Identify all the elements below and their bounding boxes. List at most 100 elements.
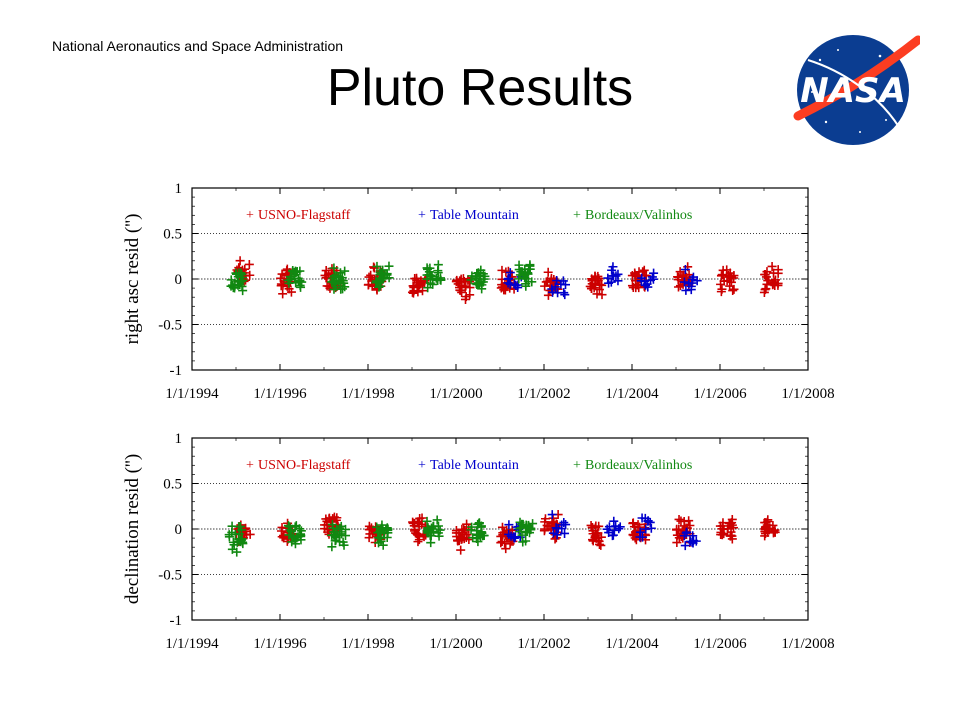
data-point-bordeaux-valinhos bbox=[328, 273, 338, 283]
x-tick-label: 1/1/2000 bbox=[429, 386, 482, 402]
legend-marker: + bbox=[418, 458, 426, 473]
data-point-bordeaux-valinhos bbox=[329, 263, 339, 273]
data-point-bordeaux-valinhos bbox=[329, 278, 339, 288]
data-point-usno-flagstaff bbox=[417, 513, 427, 523]
data-point-usno-flagstaff bbox=[278, 289, 288, 299]
data-point-bordeaux-valinhos bbox=[327, 542, 337, 552]
x-tick-label: 1/1/2004 bbox=[605, 386, 659, 402]
data-point-table-mountain bbox=[635, 532, 645, 542]
data-point-table-mountain bbox=[613, 269, 623, 279]
data-point-bordeaux-valinhos bbox=[527, 277, 537, 287]
data-point-usno-flagstaff bbox=[408, 518, 418, 528]
data-point-usno-flagstaff bbox=[235, 256, 245, 266]
data-point-table-mountain bbox=[608, 530, 618, 540]
x-tick-label: 1/1/2002 bbox=[517, 386, 570, 402]
legend-marker: + bbox=[418, 208, 426, 223]
data-point-table-mountain bbox=[504, 529, 514, 539]
data-point-table-mountain bbox=[679, 531, 689, 541]
y-tick-label: 0 bbox=[175, 522, 183, 538]
data-point-bordeaux-valinhos bbox=[285, 272, 295, 282]
data-point-usno-flagstaff bbox=[365, 529, 375, 539]
x-tick-label: 1/1/2006 bbox=[693, 386, 747, 402]
data-point-usno-flagstaff bbox=[364, 280, 374, 290]
data-point-table-mountain bbox=[637, 513, 647, 523]
data-point-bordeaux-valinhos bbox=[516, 523, 526, 533]
data-point-table-mountain bbox=[504, 520, 514, 530]
data-point-table-mountain bbox=[557, 524, 567, 534]
data-point-table-mountain bbox=[645, 517, 655, 527]
data-point-bordeaux-valinhos bbox=[422, 516, 432, 526]
data-point-usno-flagstaff bbox=[769, 268, 779, 278]
x-tick-label: 1/1/2008 bbox=[781, 636, 834, 652]
legend-entry: Bordeaux/Valinhos bbox=[585, 208, 692, 223]
data-point-bordeaux-valinhos bbox=[327, 530, 337, 540]
data-point-table-mountain bbox=[649, 268, 659, 278]
y-tick-label: 0.5 bbox=[163, 227, 182, 243]
data-point-usno-flagstaff bbox=[723, 524, 733, 534]
data-point-table-mountain bbox=[509, 533, 519, 543]
data-point-usno-flagstaff bbox=[412, 282, 422, 292]
data-point-bordeaux-valinhos bbox=[525, 260, 535, 270]
data-point-bordeaux-valinhos bbox=[340, 282, 350, 292]
data-point-bordeaux-valinhos bbox=[436, 275, 446, 285]
data-point-usno-flagstaff bbox=[539, 526, 549, 536]
data-point-table-mountain bbox=[550, 282, 560, 292]
data-point-usno-flagstaff bbox=[718, 521, 728, 531]
data-point-bordeaux-valinhos bbox=[435, 525, 445, 535]
data-point-usno-flagstaff bbox=[540, 514, 550, 524]
data-point-bordeaux-valinhos bbox=[330, 279, 340, 289]
data-point-usno-flagstaff bbox=[245, 529, 255, 539]
data-point-usno-flagstaff bbox=[763, 516, 773, 526]
data-point-usno-flagstaff bbox=[716, 527, 726, 537]
nasa-logo-text: NASA bbox=[800, 71, 906, 111]
data-point-bordeaux-valinhos bbox=[341, 524, 351, 534]
y-tick-label: -1 bbox=[170, 613, 183, 629]
data-point-usno-flagstaff bbox=[722, 265, 732, 275]
data-point-usno-flagstaff bbox=[462, 519, 472, 529]
data-point-table-mountain bbox=[503, 278, 513, 288]
data-point-bordeaux-valinhos bbox=[227, 521, 237, 531]
x-tick-label: 1/1/2004 bbox=[605, 636, 659, 652]
data-point-bordeaux-valinhos bbox=[294, 524, 304, 534]
data-point-table-mountain bbox=[637, 273, 647, 283]
y-tick-label: -0.5 bbox=[158, 568, 182, 584]
data-point-usno-flagstaff bbox=[540, 281, 550, 291]
data-point-table-mountain bbox=[687, 274, 697, 284]
data-point-usno-flagstaff bbox=[589, 283, 599, 293]
data-point-usno-flagstaff bbox=[412, 517, 422, 527]
data-point-bordeaux-valinhos bbox=[473, 537, 483, 547]
data-point-bordeaux-valinhos bbox=[384, 261, 394, 271]
data-point-bordeaux-valinhos bbox=[235, 279, 245, 289]
data-point-table-mountain bbox=[615, 522, 625, 532]
data-point-bordeaux-valinhos bbox=[515, 270, 525, 280]
data-point-bordeaux-valinhos bbox=[328, 523, 338, 533]
data-point-bordeaux-valinhos bbox=[340, 266, 350, 276]
legend-entry: Table Mountain bbox=[430, 458, 519, 473]
data-point-usno-flagstaff bbox=[282, 264, 292, 274]
y-tick-label: 0.5 bbox=[163, 477, 182, 493]
data-point-bordeaux-valinhos bbox=[466, 275, 476, 285]
data-point-table-mountain bbox=[602, 524, 612, 534]
data-point-usno-flagstaff bbox=[592, 289, 602, 299]
data-point-table-mountain bbox=[560, 290, 570, 300]
data-point-usno-flagstaff bbox=[674, 514, 684, 524]
data-point-bordeaux-valinhos bbox=[517, 530, 527, 540]
data-point-usno-flagstaff bbox=[457, 524, 467, 534]
x-tick-label: 1/1/2008 bbox=[781, 386, 834, 402]
data-point-usno-flagstaff bbox=[276, 279, 286, 289]
data-point-bordeaux-valinhos bbox=[423, 283, 433, 293]
data-point-usno-flagstaff bbox=[501, 544, 511, 554]
data-point-bordeaux-valinhos bbox=[375, 267, 385, 277]
y-tick-label: 1 bbox=[175, 181, 183, 197]
x-tick-label: 1/1/2000 bbox=[429, 636, 482, 652]
data-point-table-mountain bbox=[685, 536, 695, 546]
data-point-bordeaux-valinhos bbox=[514, 274, 524, 284]
legend-marker: + bbox=[246, 458, 254, 473]
data-point-bordeaux-valinhos bbox=[226, 275, 236, 285]
data-point-usno-flagstaff bbox=[324, 514, 334, 524]
data-point-table-mountain bbox=[609, 516, 619, 526]
data-point-table-mountain bbox=[641, 524, 651, 534]
data-point-bordeaux-valinhos bbox=[289, 533, 299, 543]
data-point-bordeaux-valinhos bbox=[372, 261, 382, 271]
data-point-usno-flagstaff bbox=[762, 267, 772, 277]
